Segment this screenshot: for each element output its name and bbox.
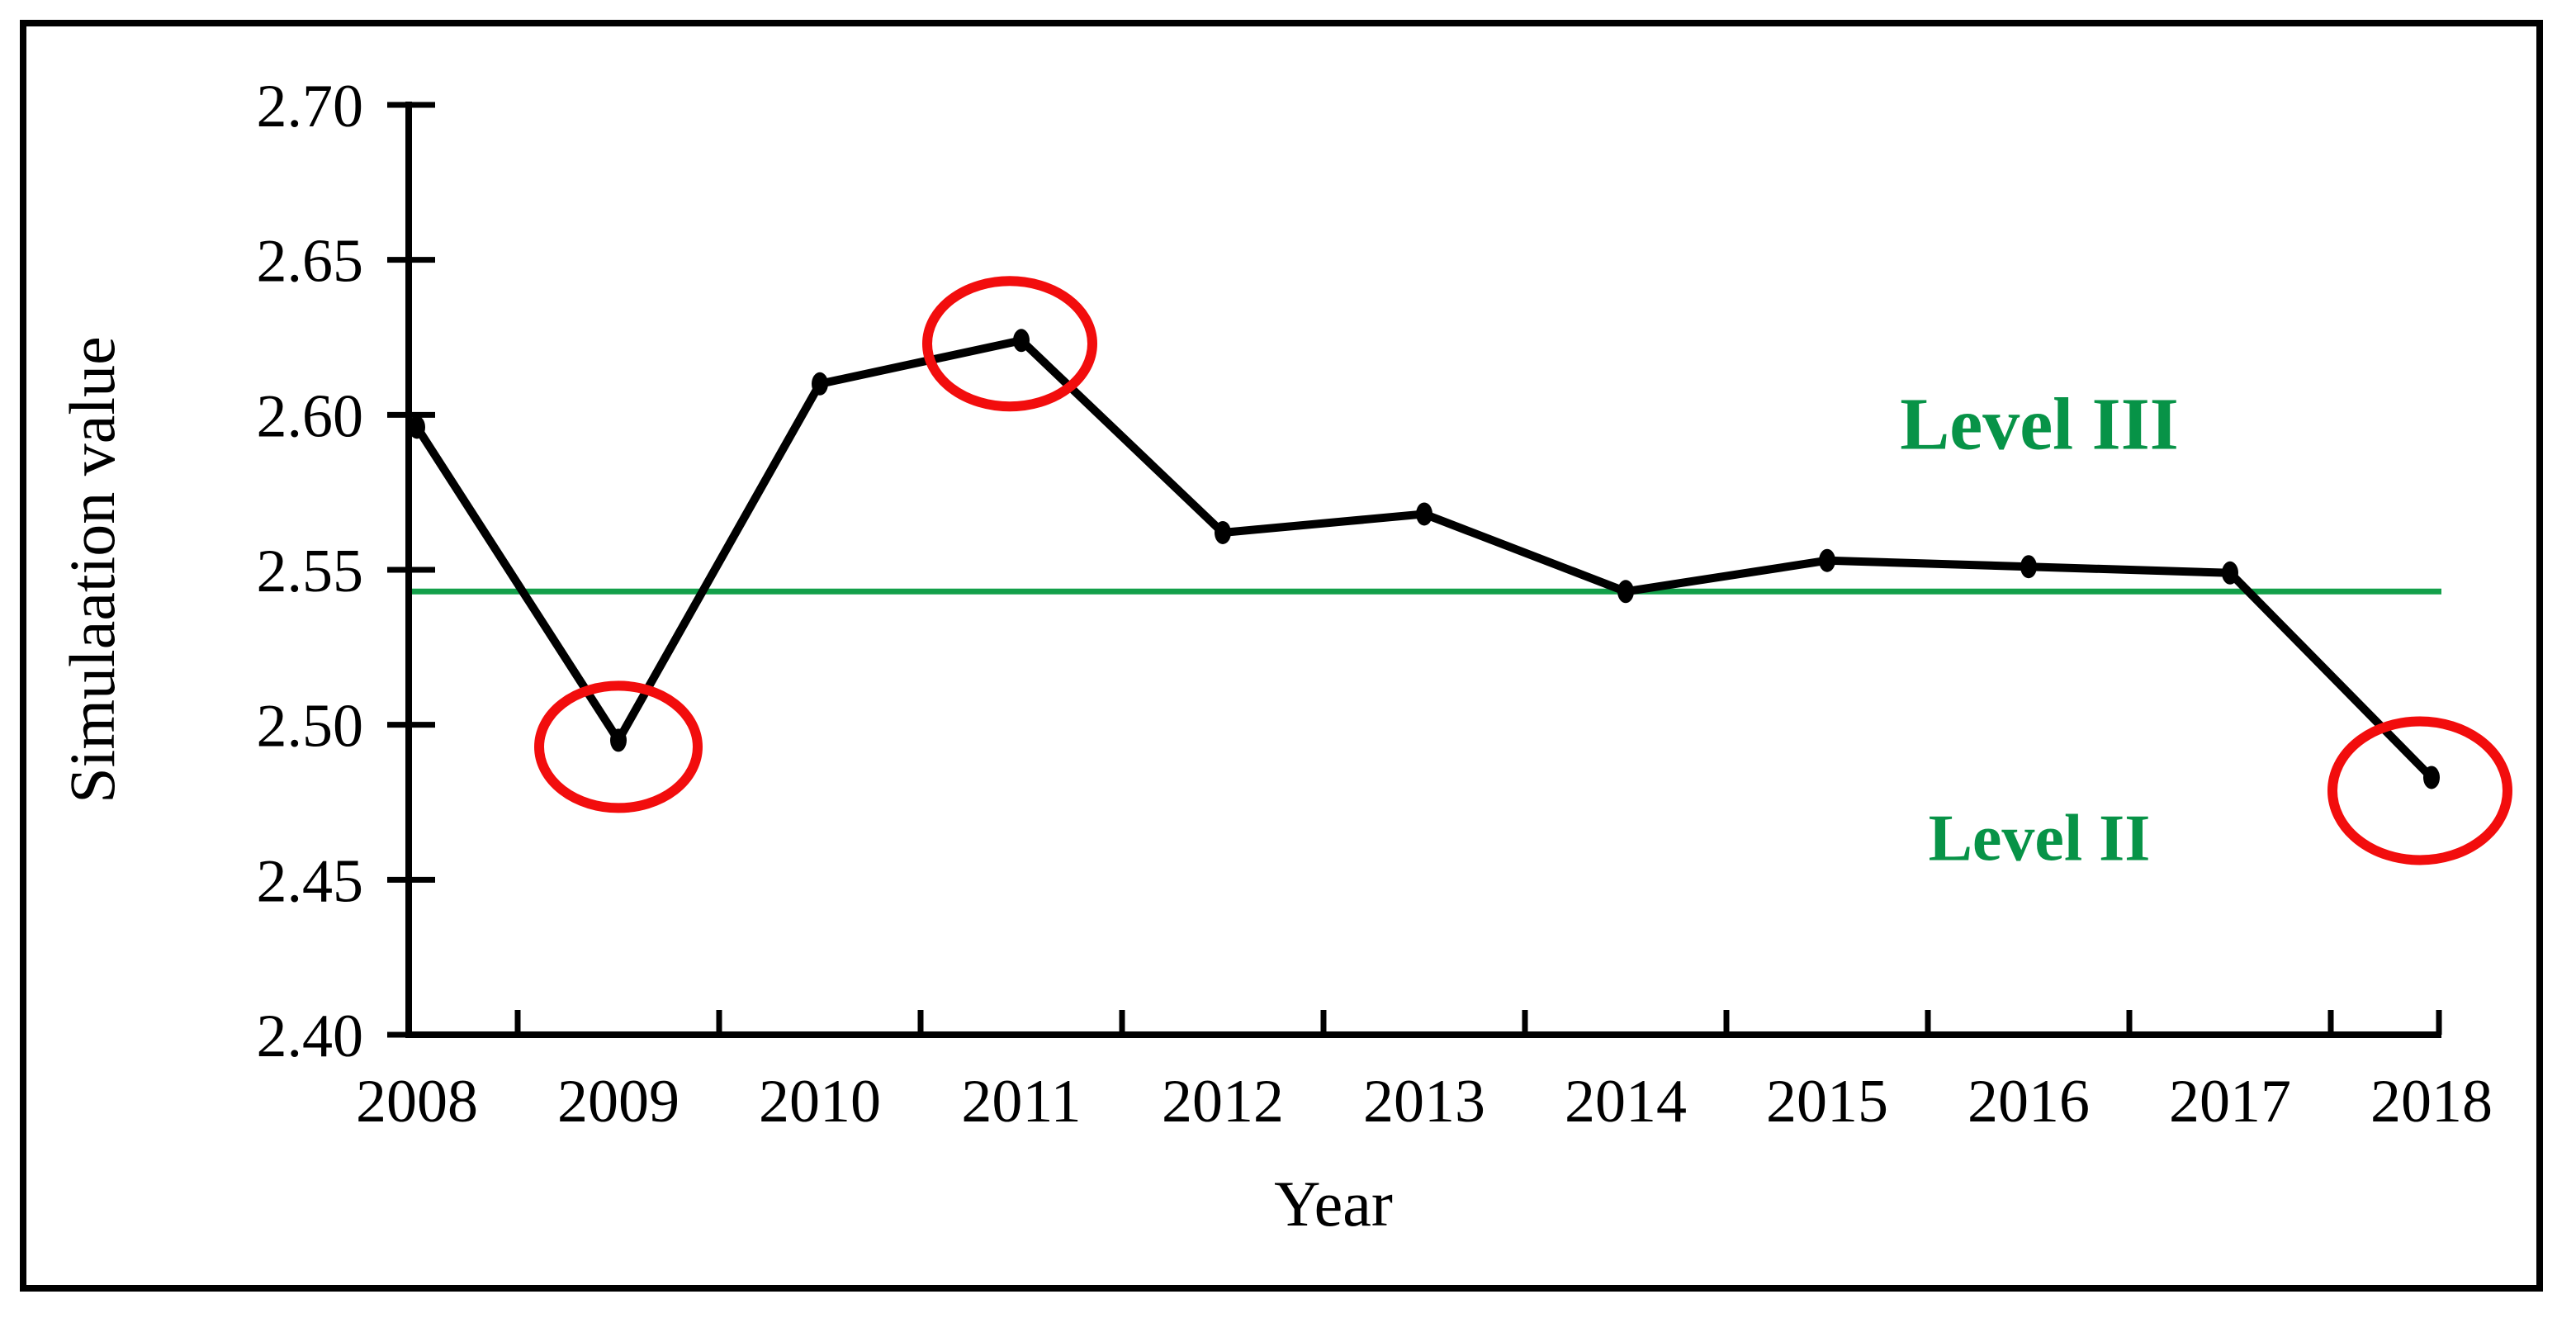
data-point-2012 [1215, 520, 1231, 544]
year-label-2009: 2009 [557, 1068, 680, 1135]
data-point-2011 [1013, 329, 1030, 353]
year-label-2008: 2008 [356, 1068, 478, 1135]
data-point-2010 [812, 372, 828, 396]
annotation-level-ii: Level II [1928, 802, 2151, 875]
y-tick-label-2.55: 2.55 [257, 538, 364, 605]
y-axis-title: Simulaation value [56, 336, 128, 804]
year-label-2011: 2011 [961, 1068, 1081, 1135]
highlight-ellipse-2018 [2327, 716, 2512, 865]
data-point-2009 [610, 728, 627, 752]
year-label-2018: 2018 [2370, 1068, 2493, 1135]
year-label-2014: 2014 [1565, 1068, 1687, 1135]
data-point-2016 [2020, 555, 2037, 579]
year-label-2016: 2016 [1968, 1068, 2090, 1135]
y-tick-label-2.70: 2.70 [257, 73, 364, 140]
highlight-ellipse-2011 [922, 276, 1097, 412]
year-label-2010: 2010 [759, 1068, 881, 1135]
year-label-2013: 2013 [1363, 1068, 1485, 1135]
y-tick-label-2.45: 2.45 [257, 847, 364, 915]
annotation-level-iii: Level III [1900, 383, 2179, 466]
highlight-ellipse-2009 [534, 680, 703, 813]
year-label-2015: 2015 [1766, 1068, 1888, 1135]
data-point-2017 [2222, 561, 2238, 585]
y-tick-label-2.65: 2.65 [257, 228, 364, 296]
y-tick-label-2.50: 2.50 [257, 693, 364, 761]
x-axis-title: Year [1274, 1168, 1393, 1240]
year-label-2012: 2012 [1162, 1068, 1284, 1135]
figure-border-frame [20, 20, 2543, 1292]
data-point-2008 [409, 415, 425, 439]
data-point-2014 [1617, 580, 1634, 604]
data-point-2013 [1416, 502, 1432, 526]
y-tick-label-2.60: 2.60 [257, 382, 364, 450]
data-point-2018 [2423, 766, 2440, 789]
y-tick-label-2.40: 2.40 [257, 1003, 364, 1070]
data-point-2015 [1819, 548, 1835, 572]
year-label-2017: 2017 [2169, 1068, 2291, 1135]
